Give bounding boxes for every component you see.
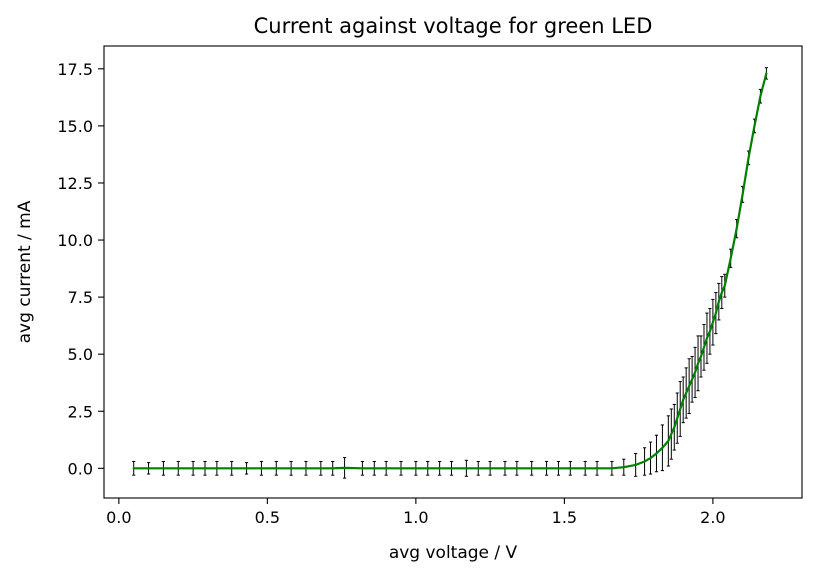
y-tick-label: 10.0 [57, 231, 93, 250]
x-axis-ticks: 0.0 0.5 1.0 1.5 2.0 [106, 498, 726, 527]
y-tick-label: 7.5 [68, 288, 93, 307]
y-tick-label: 17.5 [57, 60, 93, 79]
y-tick-label: 5.0 [68, 345, 93, 364]
x-tick-label: 1.5 [552, 508, 577, 527]
x-tick-label: 0.5 [255, 508, 280, 527]
x-tick-label: 0.0 [106, 508, 131, 527]
error-bars [132, 67, 768, 479]
plot-frame [103, 45, 803, 499]
y-axis-label: avg current / mA [15, 200, 35, 343]
x-axis-label: avg voltage / V [389, 543, 518, 563]
y-tick-label: 15.0 [57, 117, 93, 136]
chart-title: Current against voltage for green LED [254, 14, 653, 38]
y-tick-label: 0.0 [68, 459, 93, 478]
x-tick-label: 1.0 [403, 508, 428, 527]
y-axis-ticks: 0.0 2.5 5.0 7.5 10.0 12.5 15.0 17.5 [57, 60, 104, 478]
x-tick-label: 2.0 [700, 508, 725, 527]
series-line [132, 72, 768, 470]
y-tick-label: 12.5 [57, 174, 93, 193]
y-tick-label: 2.5 [68, 402, 93, 421]
